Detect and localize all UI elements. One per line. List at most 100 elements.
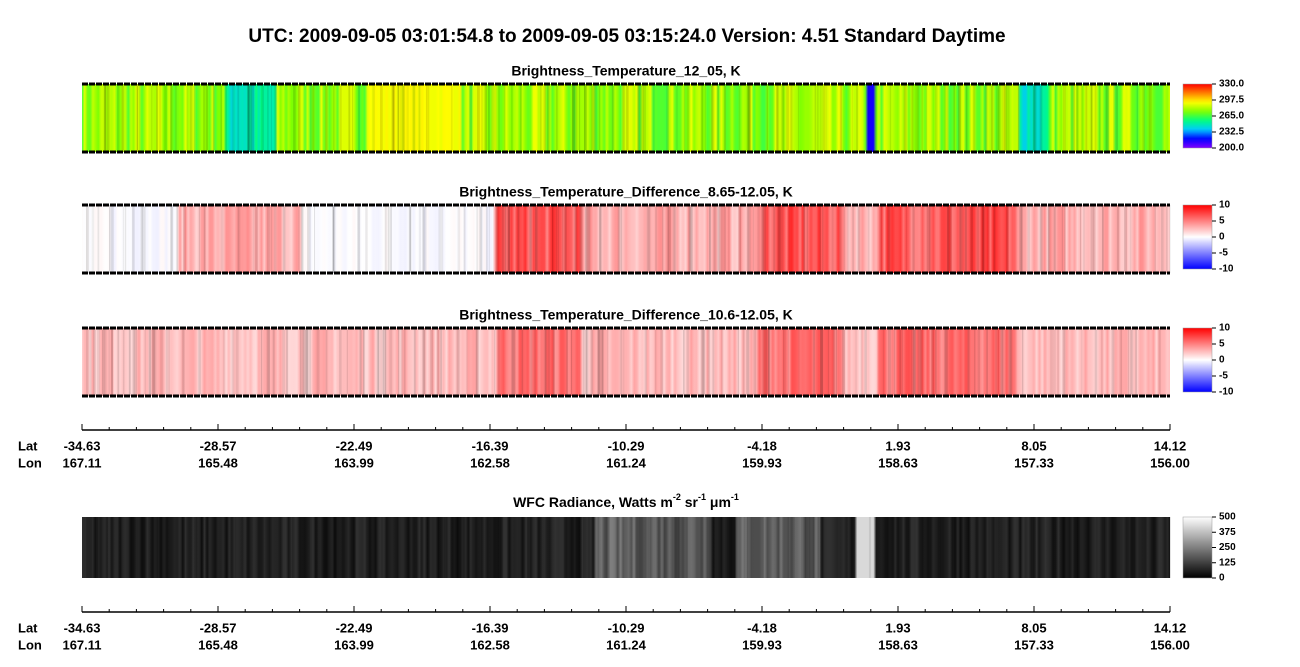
streak [421, 517, 423, 578]
streak [893, 328, 896, 396]
streak [787, 517, 790, 578]
streak [820, 328, 824, 396]
streak [1064, 205, 1066, 273]
streak [762, 205, 765, 273]
streak [636, 84, 640, 152]
streak [497, 84, 500, 152]
streak [1102, 205, 1104, 273]
streak [403, 328, 406, 396]
streak [709, 205, 711, 273]
lon-title: Lon [18, 637, 42, 652]
streak [617, 205, 620, 273]
streak [422, 205, 425, 273]
streak [398, 328, 400, 396]
streak [1155, 517, 1157, 578]
colorbar [1182, 83, 1213, 149]
streak [121, 84, 125, 152]
streak [793, 517, 796, 578]
streak [174, 84, 177, 152]
streak [659, 517, 662, 578]
streak [104, 328, 107, 396]
colorbar-label: -10 [1219, 387, 1234, 398]
streak [683, 328, 685, 396]
streak [198, 205, 201, 273]
streak [325, 328, 328, 396]
colorbar-label: 265.0 [1219, 111, 1244, 122]
streak [737, 517, 739, 578]
image-strip [82, 517, 1170, 578]
streak [148, 328, 152, 396]
streak [882, 328, 884, 396]
streak [1000, 328, 1003, 396]
streak [662, 328, 664, 396]
streak [677, 517, 680, 578]
streak [1080, 205, 1082, 273]
streak [104, 84, 107, 152]
streak [338, 328, 342, 396]
lon-label: 159.93 [742, 637, 782, 652]
streak [282, 328, 286, 396]
streak [488, 205, 490, 273]
title-part: WFC Radiance, Watts m [513, 494, 673, 510]
streak [103, 84, 106, 152]
streak [383, 328, 387, 396]
streak [390, 205, 392, 273]
streak [151, 328, 155, 396]
colorbar-label: 330.0 [1219, 79, 1244, 90]
streak [270, 84, 273, 152]
streak [641, 84, 645, 152]
streak [156, 517, 159, 578]
streak [960, 205, 964, 273]
streak [917, 328, 921, 396]
streak [957, 84, 961, 152]
streak [383, 517, 387, 578]
panel-title: Brightness_Temperature_Difference_8.65-1… [459, 184, 793, 200]
streak [97, 205, 100, 273]
streak [521, 328, 524, 396]
streak [929, 205, 931, 273]
streak [683, 84, 686, 152]
streak [1003, 84, 1007, 152]
colorbar [1182, 204, 1213, 270]
streak [92, 328, 96, 396]
streak [300, 205, 304, 273]
streak [556, 84, 558, 152]
streak [545, 328, 547, 396]
streak [110, 328, 113, 396]
lat-label: -34.63 [64, 620, 101, 635]
streak [746, 517, 749, 578]
streak [170, 205, 173, 273]
streak [754, 328, 757, 396]
streak [250, 517, 254, 578]
streak [1020, 205, 1023, 273]
streak [492, 517, 496, 578]
streak [704, 84, 706, 152]
streak [700, 517, 704, 578]
streak [348, 84, 351, 152]
streak [201, 517, 204, 578]
streak [867, 205, 870, 273]
streak [742, 328, 745, 396]
streak [806, 205, 809, 273]
streak [91, 205, 95, 273]
streak [767, 328, 770, 396]
streak [1137, 517, 1140, 578]
streak [203, 84, 205, 152]
streak [585, 328, 589, 396]
streak [102, 517, 105, 578]
streak [562, 205, 564, 273]
streak [391, 84, 395, 152]
streak [357, 205, 360, 273]
streak [1115, 84, 1118, 152]
streak [401, 517, 403, 578]
streak [1073, 84, 1075, 152]
streak [601, 328, 603, 396]
streak [155, 517, 159, 578]
streak [571, 84, 575, 152]
streak [591, 517, 595, 578]
streak [819, 205, 822, 273]
streak [687, 205, 691, 273]
streak [182, 205, 186, 273]
lon-label: 162.58 [470, 455, 510, 470]
streak [1096, 517, 1098, 578]
